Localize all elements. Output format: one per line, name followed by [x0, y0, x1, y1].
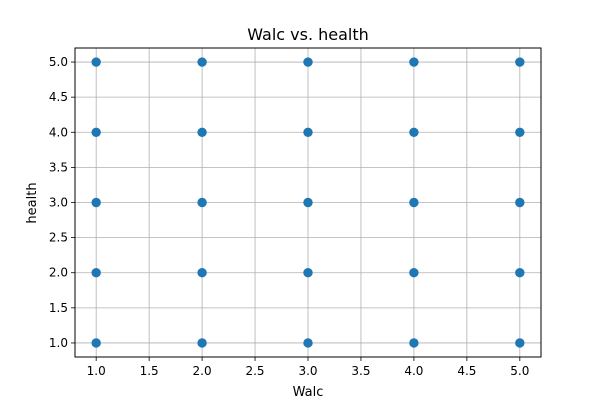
data-point [197, 268, 207, 278]
data-point [409, 197, 419, 208]
x-axis-label: Walc [293, 385, 324, 400]
data-point [197, 338, 207, 348]
data-point [91, 57, 101, 67]
data-point [91, 127, 101, 137]
x-tick-label: 1.5 [140, 364, 159, 378]
y-axis-ticks: 1.0 1.5 2.0 2.5 3.0 3.5 4.0 4.5 5.0 [49, 55, 75, 350]
y-tick-label: 3.0 [49, 196, 68, 210]
data-point [197, 127, 207, 137]
y-tick-label: 3.5 [49, 160, 68, 174]
y-axis-label: health [25, 182, 40, 223]
y-tick-label: 5.0 [49, 55, 68, 69]
x-tick-label: 2.0 [193, 364, 212, 378]
data-point [197, 197, 207, 208]
y-tick-label: 1.5 [49, 301, 68, 315]
y-tick-label: 2.5 [49, 231, 68, 245]
x-tick-label: 3.5 [351, 364, 370, 378]
y-tick-label: 4.0 [49, 125, 68, 139]
x-tick-label: 3.0 [298, 364, 317, 378]
data-point [409, 127, 419, 137]
data-point [515, 338, 525, 348]
data-point [303, 197, 313, 208]
data-point [91, 197, 101, 208]
x-tick-label: 4.0 [404, 364, 423, 378]
x-tick-label: 1.0 [87, 364, 106, 378]
data-point [303, 57, 313, 67]
data-point [515, 57, 525, 67]
x-tick-label: 5.0 [510, 364, 529, 378]
data-point [409, 338, 419, 348]
data-point [303, 268, 313, 278]
data-point [515, 268, 525, 278]
data-point [197, 57, 207, 67]
chart-title: Walc vs. health [247, 25, 369, 44]
data-point [303, 127, 313, 137]
x-tick-label: 4.5 [457, 364, 476, 378]
data-point [303, 338, 313, 348]
x-tick-label: 2.5 [245, 364, 264, 378]
x-axis-ticks: 1.0 1.5 2.0 2.5 3.0 3.5 4.0 4.5 5.0 [87, 357, 529, 378]
y-tick-label: 2.0 [49, 266, 68, 280]
data-point [515, 127, 525, 137]
data-points [91, 57, 525, 348]
data-point [91, 338, 101, 348]
data-point [409, 268, 419, 278]
data-point [91, 268, 101, 278]
y-tick-label: 4.5 [49, 90, 68, 104]
y-tick-label: 1.0 [49, 336, 68, 350]
data-point [515, 197, 525, 208]
data-point [409, 57, 419, 67]
